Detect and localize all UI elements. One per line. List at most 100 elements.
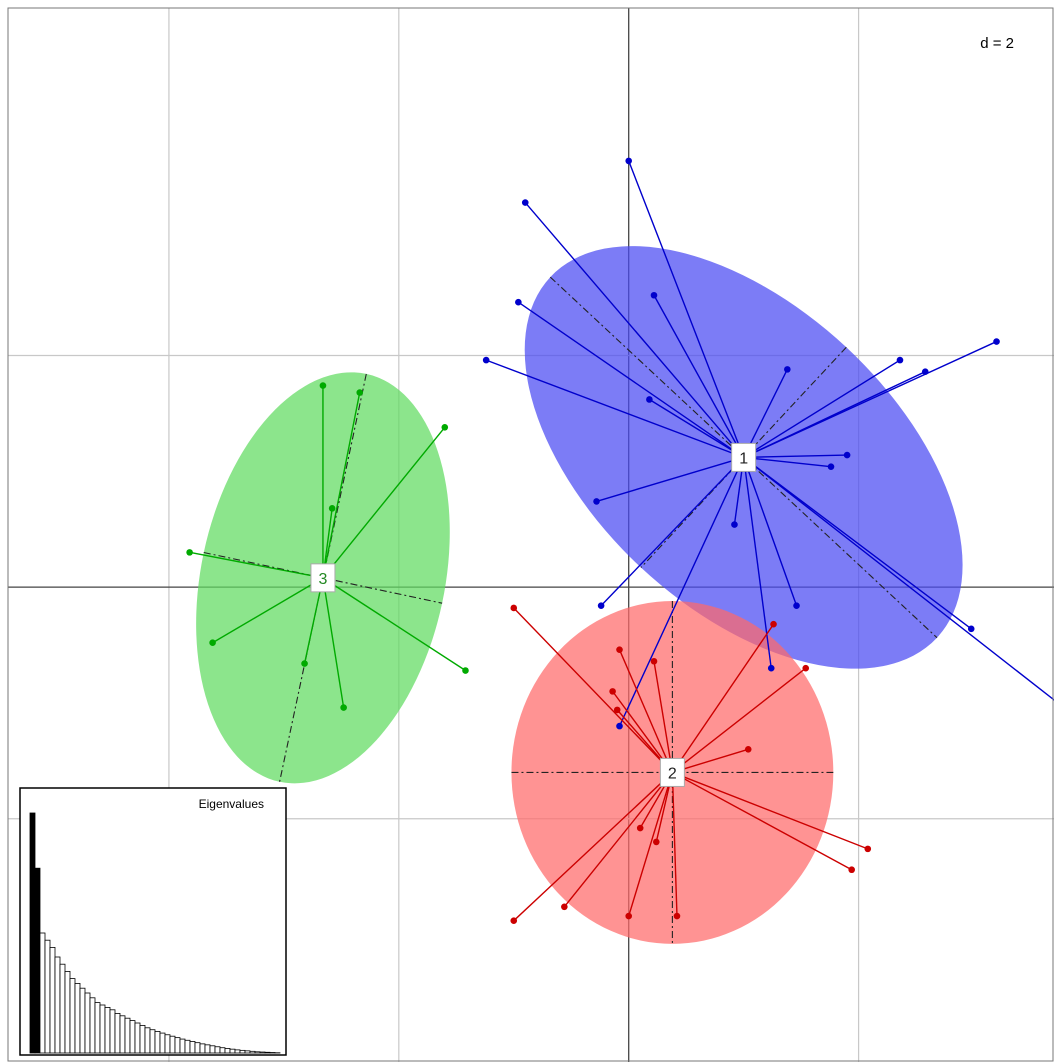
eigenvalue-bar — [34, 867, 41, 1054]
group-1-spoke — [743, 369, 788, 458]
group-points — [186, 157, 1000, 924]
group-2-point — [802, 664, 810, 672]
eigenvalue-bar — [124, 1017, 131, 1054]
group-1-point — [843, 451, 851, 459]
eigenvalue-bar — [144, 1027, 151, 1054]
group-2-point — [673, 912, 681, 920]
group-2-point — [848, 866, 855, 874]
group-1-point — [896, 356, 904, 364]
group-1-spoke — [524, 202, 745, 458]
group-3-spoke — [189, 551, 324, 579]
group-2-spoke — [671, 623, 775, 773]
group-2-point — [616, 646, 623, 653]
group-1-point — [650, 291, 658, 299]
group-2-spoke — [671, 772, 678, 917]
group-2-point — [744, 745, 752, 753]
group-1-point — [646, 396, 653, 403]
eigenvalue-bar — [114, 1013, 121, 1054]
eigenvalue-bar — [194, 1042, 201, 1054]
group-3-point — [340, 704, 347, 711]
group-1-spoke — [743, 454, 848, 459]
eigenvalue-bar — [84, 992, 91, 1054]
eigenvalue-bar — [204, 1044, 211, 1054]
group-labels: 1 2 3 — [310, 442, 757, 787]
group-1-spoke — [743, 359, 901, 458]
eigenvalue-bar — [109, 1009, 116, 1054]
group-1-point — [993, 338, 1000, 345]
group-2-spoke — [653, 661, 674, 773]
eigenvalue-bar — [119, 1015, 126, 1054]
eigenvalue-bar — [134, 1022, 141, 1054]
group-1-spoke — [517, 301, 745, 458]
group-1-spoke — [628, 160, 745, 458]
eigenvalue-bar — [244, 1050, 251, 1054]
group-1-spoke — [743, 340, 997, 459]
group-1-spoke — [600, 456, 745, 607]
group-1-point — [625, 157, 633, 165]
eigenvalue-bar — [29, 812, 36, 1054]
group-2-spoke — [672, 771, 869, 850]
eigenvalue-bar — [189, 1041, 196, 1054]
group-1-point — [921, 368, 929, 375]
group-2-spoke — [672, 748, 749, 774]
group-1-spoke — [653, 294, 745, 458]
group-2-point — [636, 824, 644, 832]
eigenvalue-bar — [39, 932, 46, 1054]
eigenvalue-bar — [159, 1032, 166, 1054]
group-2-point — [770, 620, 777, 628]
plot-frame — [7, 7, 1054, 1062]
group-3-point — [301, 660, 308, 667]
group-1-spoke — [485, 359, 744, 459]
eigenvalue-bar — [229, 1048, 236, 1054]
eigenvalue-bar — [234, 1049, 241, 1054]
group-3-point — [319, 382, 327, 389]
group-2-point — [609, 688, 616, 695]
group-3-label: 3 — [318, 571, 327, 588]
group-2-label-box — [659, 757, 685, 787]
group-spokes — [189, 160, 1054, 922]
eigenvalue-bar — [259, 1051, 266, 1054]
eigenvalue-bar — [199, 1043, 206, 1054]
group-2-point — [625, 912, 633, 920]
eigenvalue-bar — [64, 971, 71, 1054]
eigenvalue-bar — [149, 1029, 156, 1054]
eigenvalue-bar — [219, 1047, 226, 1054]
group-3-point — [441, 423, 449, 431]
eigenvalue-bar — [89, 997, 96, 1054]
eigenvalue-bar — [154, 1031, 161, 1054]
group-1-point — [616, 722, 623, 730]
eigenvalue-bar — [104, 1007, 111, 1054]
eigenvalue-bar — [239, 1049, 246, 1054]
group-2-spoke — [513, 607, 673, 773]
eigenvalue-bar — [254, 1051, 261, 1054]
group-3-point — [462, 667, 469, 674]
group-3-spoke — [322, 426, 446, 579]
group-3-spoke — [322, 577, 345, 708]
group-3-spoke — [322, 392, 361, 578]
group-2-point — [864, 845, 872, 853]
group-1-point — [967, 625, 975, 633]
inset-title: Eigenvalues — [199, 797, 264, 811]
group-3-label-box — [310, 563, 336, 593]
group-3-point — [186, 549, 193, 556]
group-1-point — [597, 602, 605, 609]
eigenvalue-bar — [79, 987, 86, 1054]
eigenvalue-bar — [174, 1037, 181, 1054]
group-2-label: 2 — [668, 765, 677, 782]
eigenvalue-bar — [249, 1050, 256, 1054]
group-3-point — [356, 389, 364, 396]
eigenvalue-bar — [209, 1045, 216, 1054]
eigenvalue-bar — [184, 1039, 191, 1054]
group-1-point — [767, 664, 775, 672]
group-2-point — [561, 903, 568, 911]
group-3-spoke — [212, 577, 324, 644]
group-1-point — [784, 366, 791, 373]
group-2-point — [650, 657, 658, 665]
eigenvalue-bar — [214, 1046, 221, 1054]
group-2-spoke — [672, 771, 853, 871]
scale-label: d = 2 — [980, 35, 1014, 52]
eigenvalue-bar — [94, 1002, 101, 1054]
group-1-label-box — [731, 442, 757, 472]
eigenvalue-bar — [69, 978, 76, 1054]
